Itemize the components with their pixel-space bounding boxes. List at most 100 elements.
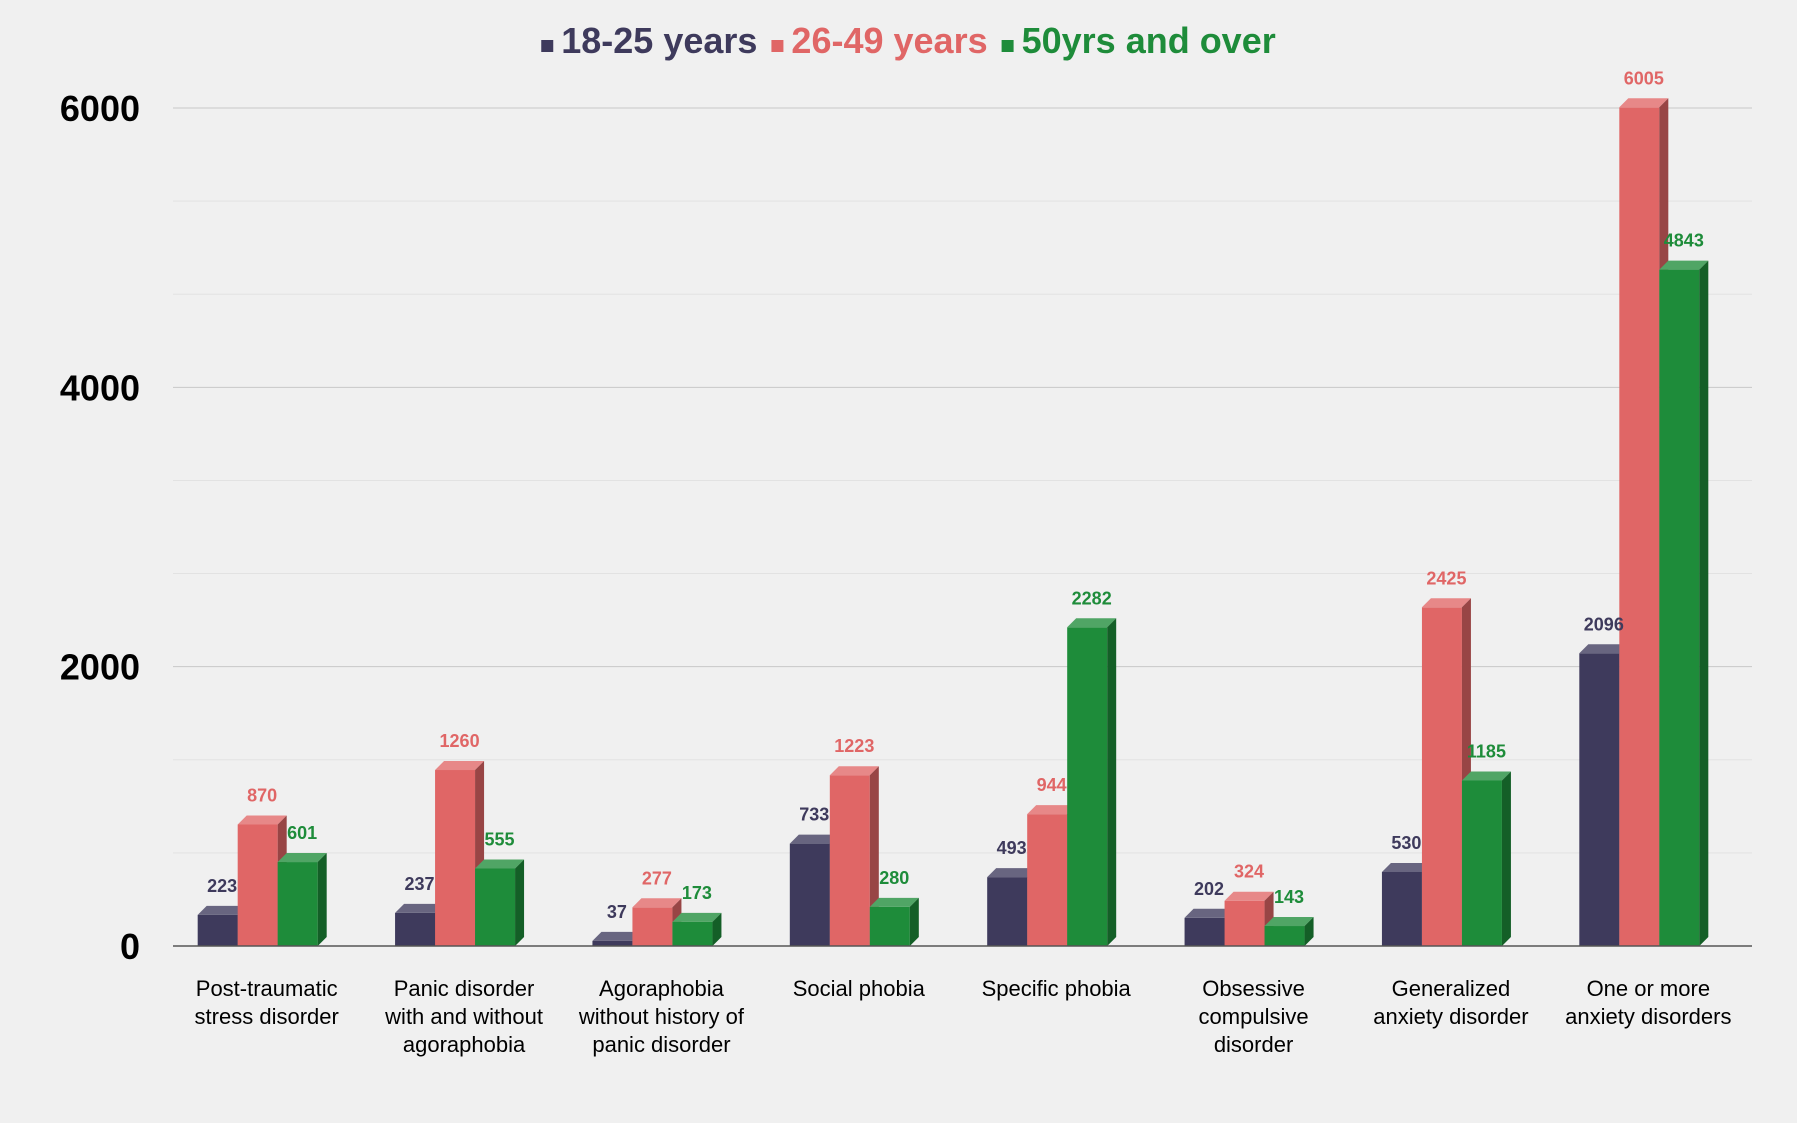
x-tick-label-line: agoraphobia: [403, 1032, 526, 1057]
bar: [869, 897, 919, 946]
bar-top: [1184, 908, 1234, 918]
bar-side: [909, 897, 919, 946]
bar-top: [197, 905, 247, 915]
bar-front: [672, 921, 713, 946]
bar-side: [712, 912, 722, 946]
y-tick-label: 0: [120, 926, 140, 967]
bar-front: [632, 907, 673, 946]
data-label: 4843: [1664, 231, 1704, 251]
data-label: 944: [1037, 775, 1067, 795]
axis-layer: 0 2000 4000 6000 Post-traumatic stress disord…: [60, 88, 1752, 1057]
bar-top: [1421, 598, 1471, 608]
bar-front: [395, 912, 436, 946]
bar-front: [1421, 607, 1462, 946]
bar-front: [277, 862, 318, 946]
data-label: 173: [682, 883, 712, 903]
bar-top: [237, 815, 287, 825]
data-label: 324: [1234, 862, 1264, 882]
bar-front: [1579, 653, 1620, 946]
x-tick-label-line: Social phobia: [793, 976, 926, 1001]
data-label: 2096: [1584, 614, 1624, 634]
data-label: 1185: [1467, 741, 1506, 761]
data-label: 2425: [1426, 568, 1466, 588]
y-tick-label: 4000: [60, 367, 140, 408]
x-tick-label: Obsessive compulsive disorder: [1199, 976, 1309, 1057]
x-tick-label: Post-traumatic stress disorder: [195, 976, 339, 1029]
bar-side: [1501, 771, 1511, 946]
grid-layer: [173, 107, 1752, 854]
bar-top: [475, 859, 525, 869]
data-label: 601: [287, 823, 317, 843]
bar: [1264, 917, 1314, 946]
bar-front: [475, 868, 516, 946]
bar-front: [1381, 871, 1422, 946]
bar-top: [789, 834, 839, 844]
bar-top: [632, 898, 682, 908]
bar-top: [1619, 98, 1669, 108]
x-tick-label-line: with and without: [384, 1004, 543, 1029]
bar: [475, 859, 525, 946]
bar-front: [592, 940, 633, 946]
data-label: 555: [485, 829, 515, 849]
x-tick-label-line: anxiety disorders: [1565, 1004, 1731, 1029]
bar-top: [395, 903, 445, 913]
y-tick-label: 6000: [60, 88, 140, 129]
bar-side: [1107, 618, 1117, 946]
bar-side: [317, 853, 327, 946]
bar-front: [1264, 926, 1305, 946]
bar: [435, 761, 485, 946]
x-tick-label: Agoraphobia without history of panic disor…: [578, 976, 745, 1057]
data-label: 223: [207, 876, 237, 896]
data-label: 1260: [440, 731, 480, 751]
bar-front: [1027, 814, 1068, 946]
x-tick-label: Social phobia: [793, 976, 926, 1001]
legend-label: 18-25 years: [561, 20, 757, 61]
legend-label: 26-49 years: [791, 20, 987, 61]
bars-layer: [197, 98, 1709, 947]
x-tick-label-line: Post-traumatic: [196, 976, 338, 1001]
bar-side: [1699, 260, 1709, 946]
legend-swatch: [1001, 40, 1014, 52]
x-tick-label: Specific phobia: [982, 976, 1132, 1001]
legend: 18-25 years 26-49 years 50yrs and over: [541, 20, 1276, 61]
bar: [672, 912, 722, 946]
bar: [1184, 908, 1234, 946]
bar-top: [1067, 618, 1117, 628]
bar-front: [1184, 917, 1225, 946]
bar-top: [1461, 771, 1511, 781]
data-label: 280: [879, 868, 909, 888]
bar: [829, 766, 879, 946]
data-label: 237: [405, 874, 435, 894]
x-tick-label-line: Agoraphobia: [599, 976, 725, 1001]
value-labels-layer: 223 870 601 237 1260 555 37 277 173 733 1223 280 493…: [207, 68, 1704, 922]
x-tick-label: Panic disorder with and without agoraphobi…: [384, 976, 543, 1057]
bar-top: [277, 853, 327, 863]
bar-top: [1579, 644, 1629, 654]
x-tick-label: Generalized anxiety disorder: [1373, 976, 1528, 1029]
x-tick-label-line: Panic disorder: [394, 976, 535, 1001]
x-tick-label-line: anxiety disorder: [1373, 1004, 1528, 1029]
legend-label: 50yrs and over: [1022, 20, 1276, 61]
bar: [1067, 618, 1117, 946]
x-tick-label-line: Specific phobia: [982, 976, 1132, 1001]
bar-front: [237, 824, 278, 946]
bar-front: [789, 843, 830, 946]
bar-front: [987, 877, 1028, 946]
bar-front: [829, 775, 870, 946]
bar-top: [435, 761, 485, 771]
x-tick-label: One or more anxiety disorders: [1565, 976, 1731, 1029]
data-label: 733: [799, 805, 829, 825]
data-label: 202: [1194, 879, 1224, 899]
bar-front: [1619, 107, 1660, 947]
bar-top: [592, 931, 642, 941]
data-label: 870: [247, 785, 277, 805]
data-label: 530: [1391, 833, 1421, 853]
x-tick-label-line: Generalized: [1392, 976, 1511, 1001]
data-label: 37: [607, 902, 627, 922]
bar-top: [1264, 917, 1314, 927]
x-tick-label-line: Obsessive: [1202, 976, 1305, 1001]
x-tick-label-line: panic disorder: [592, 1032, 730, 1057]
bar: [1461, 771, 1511, 946]
